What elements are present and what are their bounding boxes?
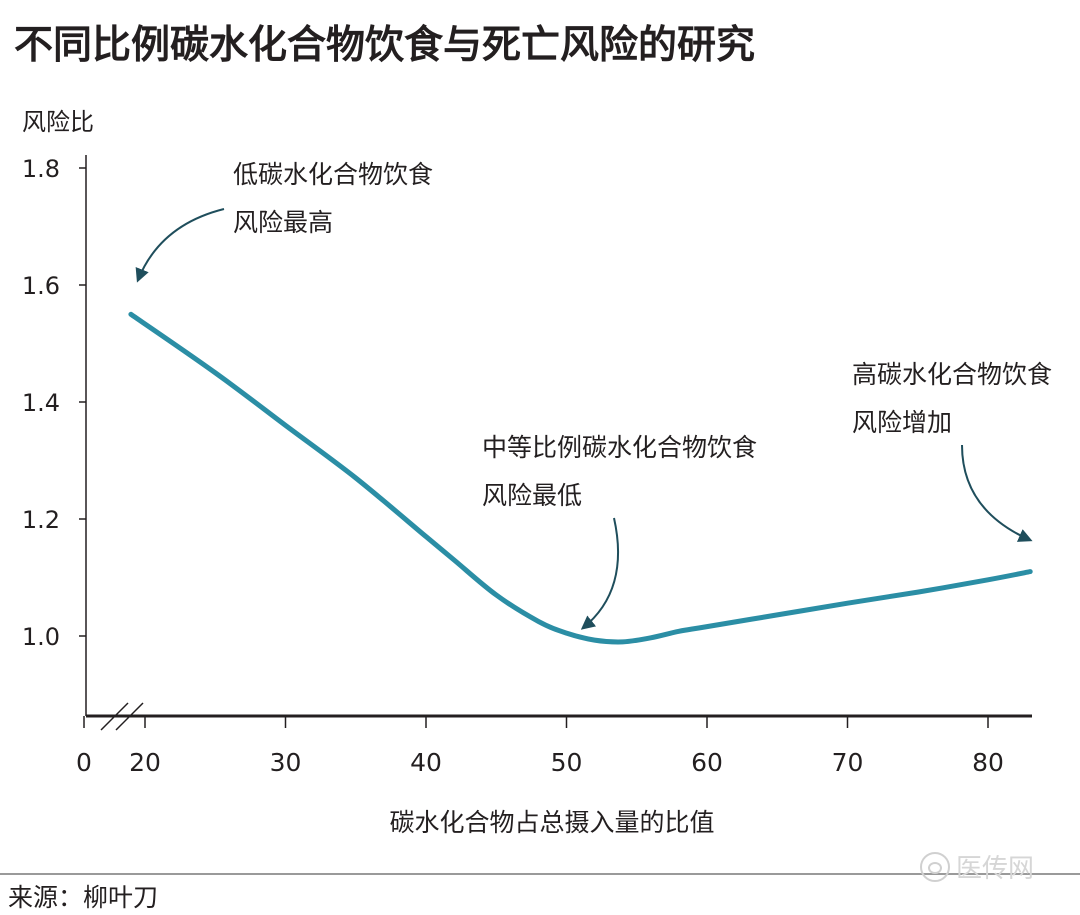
watermark: 医传网 [920, 848, 1034, 885]
x-tick-label: 60 [691, 748, 723, 777]
watermark-text: 医传网 [956, 854, 1035, 884]
series-line [128, 311, 1033, 645]
x-tick-label: 20 [129, 748, 161, 777]
annotation-text: 风险增加 [852, 408, 952, 437]
x-tick-label: 40 [410, 748, 442, 777]
annotation-arrow [135, 208, 225, 283]
axis-break-mark [100, 702, 129, 731]
source-label: 来源：柳叶刀 [8, 883, 159, 912]
chart-title: 不同比例碳水化合物饮食与死亡风险的研究 [14, 23, 756, 68]
x-tick-label: 70 [832, 748, 864, 777]
x-tick-label: 80 [972, 748, 1004, 777]
wechat-icon [920, 851, 950, 882]
annotation-arrow [961, 444, 1033, 542]
x-tick-label: 30 [270, 748, 302, 777]
x-tick-label: 50 [551, 748, 583, 777]
x-tick-label: 0 [76, 748, 92, 777]
footer-divider [0, 873, 1080, 875]
x-axis-label: 碳水化合物占总摄入量的比值 [389, 808, 714, 837]
y-tick-label: 1.0 [22, 623, 60, 651]
annotation-text: 风险最低 [482, 481, 582, 510]
annotation-arrow [580, 517, 620, 630]
annotation-text: 低碳水化合物饮食 [233, 160, 433, 189]
y-tick-label: 1.4 [22, 389, 60, 417]
axis-break-mark [115, 702, 144, 731]
y-axis-label: 风险比 [22, 108, 94, 136]
annotation-text: 高碳水化合物饮食 [852, 360, 1052, 389]
annotation-text: 中等比例碳水化合物饮食 [482, 433, 757, 462]
annotation-text: 风险最高 [233, 208, 333, 237]
chart: 风险比 1.0 1.2 1.4 1.6 1.8 0 20 30 40 50 60 70 80 低碳水化合… [22, 108, 1052, 837]
y-tick-label: 1.6 [22, 272, 60, 300]
y-tick-label: 1.2 [22, 506, 60, 534]
y-tick-label: 1.8 [22, 155, 60, 183]
